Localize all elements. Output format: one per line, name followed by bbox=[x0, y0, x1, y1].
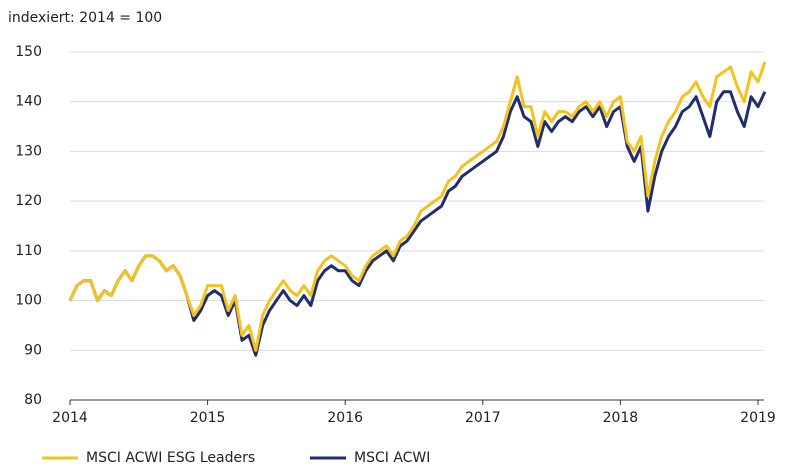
axis-label: indexiert: 2014 = 100 bbox=[8, 10, 162, 26]
y-tick-label: 80 bbox=[24, 392, 42, 408]
series-line bbox=[68, 90, 767, 357]
y-tick-label: 110 bbox=[15, 243, 42, 259]
x-tick-label: 2017 bbox=[465, 410, 501, 426]
legend-label: MSCI ACWI ESG Leaders bbox=[86, 450, 255, 466]
y-tick-label: 100 bbox=[15, 293, 42, 309]
series-line bbox=[68, 61, 767, 352]
y-tick-label: 140 bbox=[15, 94, 42, 110]
y-tick-label: 90 bbox=[24, 342, 42, 358]
x-tick-label: 2016 bbox=[327, 410, 363, 426]
legend-label: MSCI ACWI bbox=[354, 450, 430, 466]
y-tick-label: 120 bbox=[15, 193, 42, 209]
y-tick-label: 130 bbox=[15, 143, 42, 159]
x-tick-label: 2014 bbox=[52, 410, 88, 426]
x-tick-label: 2019 bbox=[740, 410, 776, 426]
x-tick-label: 2018 bbox=[603, 410, 639, 426]
x-tick-label: 2015 bbox=[190, 410, 226, 426]
y-tick-label: 150 bbox=[15, 44, 42, 60]
